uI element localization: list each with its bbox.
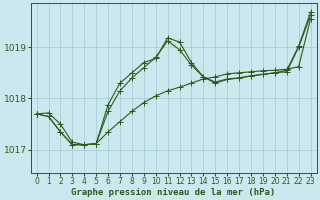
X-axis label: Graphe pression niveau de la mer (hPa): Graphe pression niveau de la mer (hPa) [71, 188, 276, 197]
